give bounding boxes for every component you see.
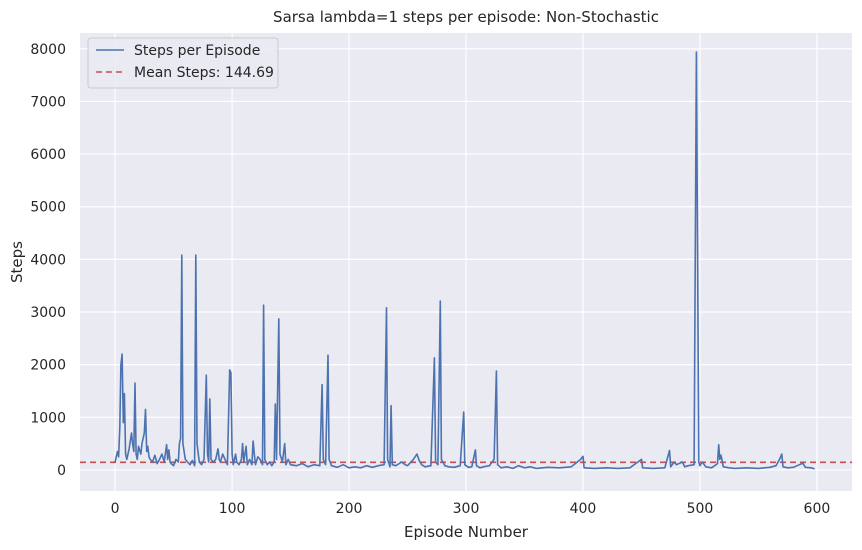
y-tick-label: 1000 (30, 410, 66, 426)
y-tick-label: 7000 (30, 94, 66, 110)
chart-title: Sarsa lambda=1 steps per episode: Non-St… (273, 8, 659, 26)
series-line-steps (114, 51, 815, 470)
y-tick-label: 4000 (30, 252, 66, 268)
y-axis-title: Steps (8, 241, 26, 283)
y-tick-label: 2000 (30, 358, 66, 374)
y-tick-labels: 0 1000 2000 3000 4000 5000 6000 7000 8000 (30, 42, 66, 479)
y-tick-label: 0 (57, 463, 66, 479)
legend-box (87, 37, 279, 89)
x-tick-label: 300 (453, 501, 480, 517)
y-tick-label: 8000 (30, 42, 66, 58)
x-tick-label: 100 (219, 501, 246, 517)
y-tick-label: 5000 (30, 200, 66, 216)
legend-label-steps: Steps per Episode (134, 43, 260, 59)
x-axis-title: Episode Number (404, 523, 529, 541)
y-tick-label: 3000 (30, 305, 66, 321)
legend-label-mean: Mean Steps: 144.69 (134, 65, 274, 81)
x-gridlines (114, 33, 818, 491)
x-tick-label: 400 (570, 501, 597, 517)
x-tick-label: 0 (111, 501, 120, 517)
x-tick-label: 200 (336, 501, 363, 517)
legend: Steps per Episode Mean Steps: 144.69 (87, 37, 279, 89)
x-tick-labels: 0 100 200 300 400 500 600 (111, 501, 831, 517)
y-tick-label: 6000 (30, 147, 66, 163)
x-tick-label: 600 (804, 501, 831, 517)
x-tick-label: 500 (687, 501, 714, 517)
